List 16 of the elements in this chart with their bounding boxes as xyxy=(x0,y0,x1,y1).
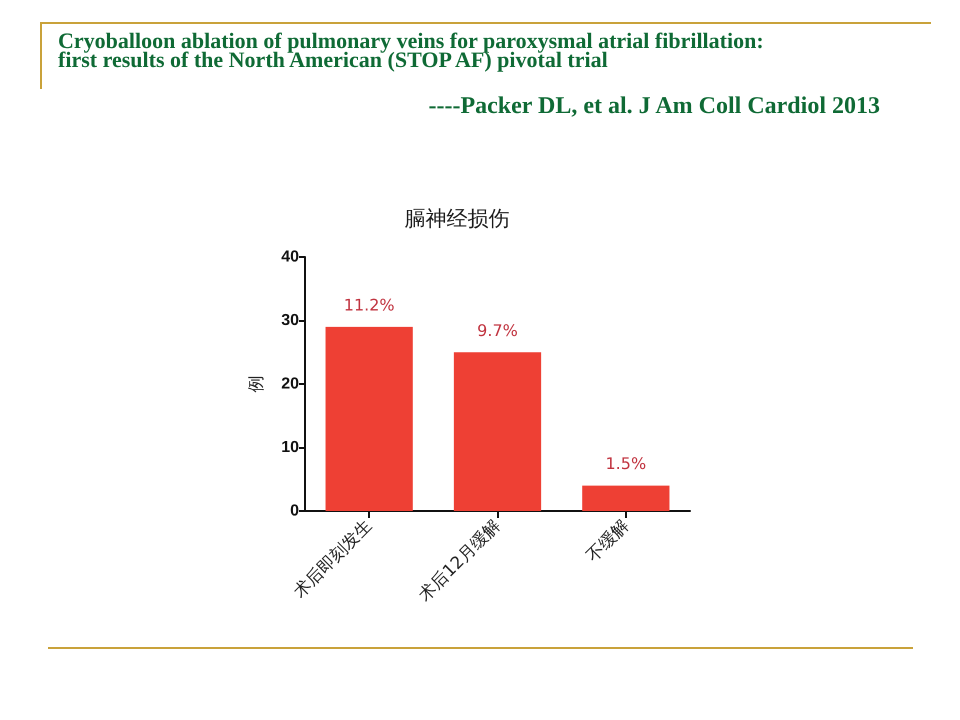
x-tick-label: 不缓解 xyxy=(582,516,633,566)
y-tick-label: 20 xyxy=(281,376,300,392)
y-tick-label: 40 xyxy=(281,248,300,266)
y-tick-label: 10 xyxy=(281,439,300,456)
bar xyxy=(582,486,670,511)
x-tick-label: 术后12月缓解 xyxy=(415,516,505,606)
bar xyxy=(326,326,413,511)
annotation: 9.7% xyxy=(477,320,518,340)
y-tick-label: 30 xyxy=(281,312,300,329)
chart-title: 膈神经损伤 xyxy=(404,206,510,230)
text: Cryoballoon ablation of pulmonary veins for paroxysmal atrial fibrillation: first results of the North American (STOP AF) pivotal trial xyxy=(58,28,765,72)
annotation: 11.2% xyxy=(344,295,395,314)
y-axis-title: 例 xyxy=(246,376,266,392)
text: ----Packer DL, et al. J Am Coll Cardiol 2013 xyxy=(428,93,880,119)
bar xyxy=(454,352,542,511)
annotation: 1.5% xyxy=(606,454,646,474)
